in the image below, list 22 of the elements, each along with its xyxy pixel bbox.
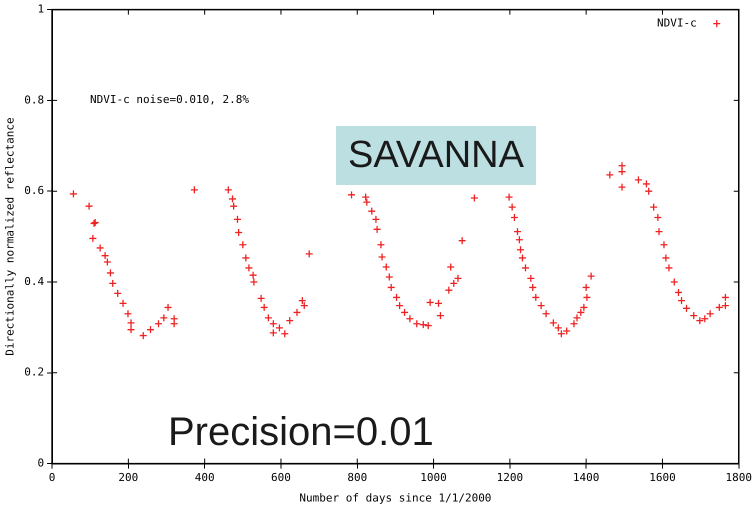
x-tick-label: 1400 (572, 471, 600, 484)
annotation: NDVI-c noise=0.010, 2.8% (90, 93, 249, 106)
y-tick-label: 1 (37, 2, 44, 16)
x-tick-label: 1200 (496, 471, 524, 484)
y-tick-label: 0.6 (24, 184, 44, 198)
y-tick-label: 0 (37, 456, 44, 470)
x-tick-label: 600 (271, 471, 291, 484)
y-axis-title: Directionally normalized reflectance (3, 117, 16, 356)
annotation: SAVANNA (336, 126, 536, 185)
x-axis-title: Number of days since 1/1/2000 (299, 491, 492, 504)
x-tick-label: 800 (347, 471, 368, 484)
y-tick-label: 0.8 (24, 93, 44, 106)
x-tick-label: 1800 (726, 471, 752, 484)
x-tick-label: 200 (118, 471, 138, 484)
x-tick-label: 1000 (420, 471, 447, 484)
y-tick-label: 0.2 (24, 366, 44, 379)
annotation: Precision=0.01 (168, 410, 434, 455)
x-tick-label: 0 (48, 471, 56, 484)
y-tick-label: 0.4 (24, 274, 44, 288)
legend-label: NDVI-c (657, 16, 697, 30)
x-tick-label: 400 (194, 471, 215, 484)
x-tick-label: 1600 (649, 471, 676, 484)
